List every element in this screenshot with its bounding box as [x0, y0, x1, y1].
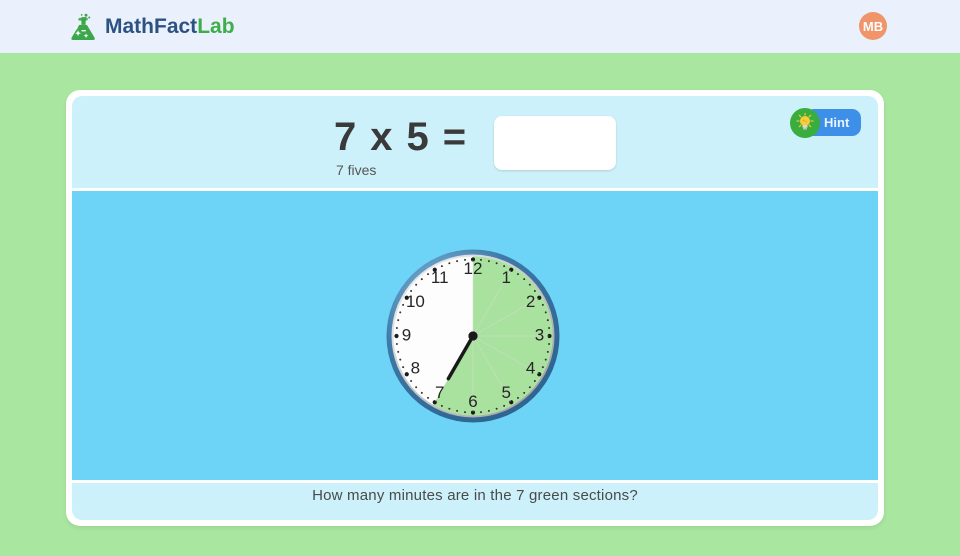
svg-text:6: 6 — [468, 392, 477, 411]
svg-text:9: 9 — [402, 325, 411, 344]
svg-text:3: 3 — [535, 325, 544, 344]
svg-text:7: 7 — [435, 383, 444, 402]
svg-text:2: 2 — [526, 292, 535, 311]
svg-text:1: 1 — [502, 268, 511, 287]
svg-text:5: 5 — [502, 383, 511, 402]
svg-text:10: 10 — [406, 292, 425, 311]
svg-text:12: 12 — [464, 259, 483, 278]
svg-text:11: 11 — [431, 268, 449, 287]
svg-text:8: 8 — [411, 358, 420, 377]
svg-text:4: 4 — [526, 358, 535, 377]
